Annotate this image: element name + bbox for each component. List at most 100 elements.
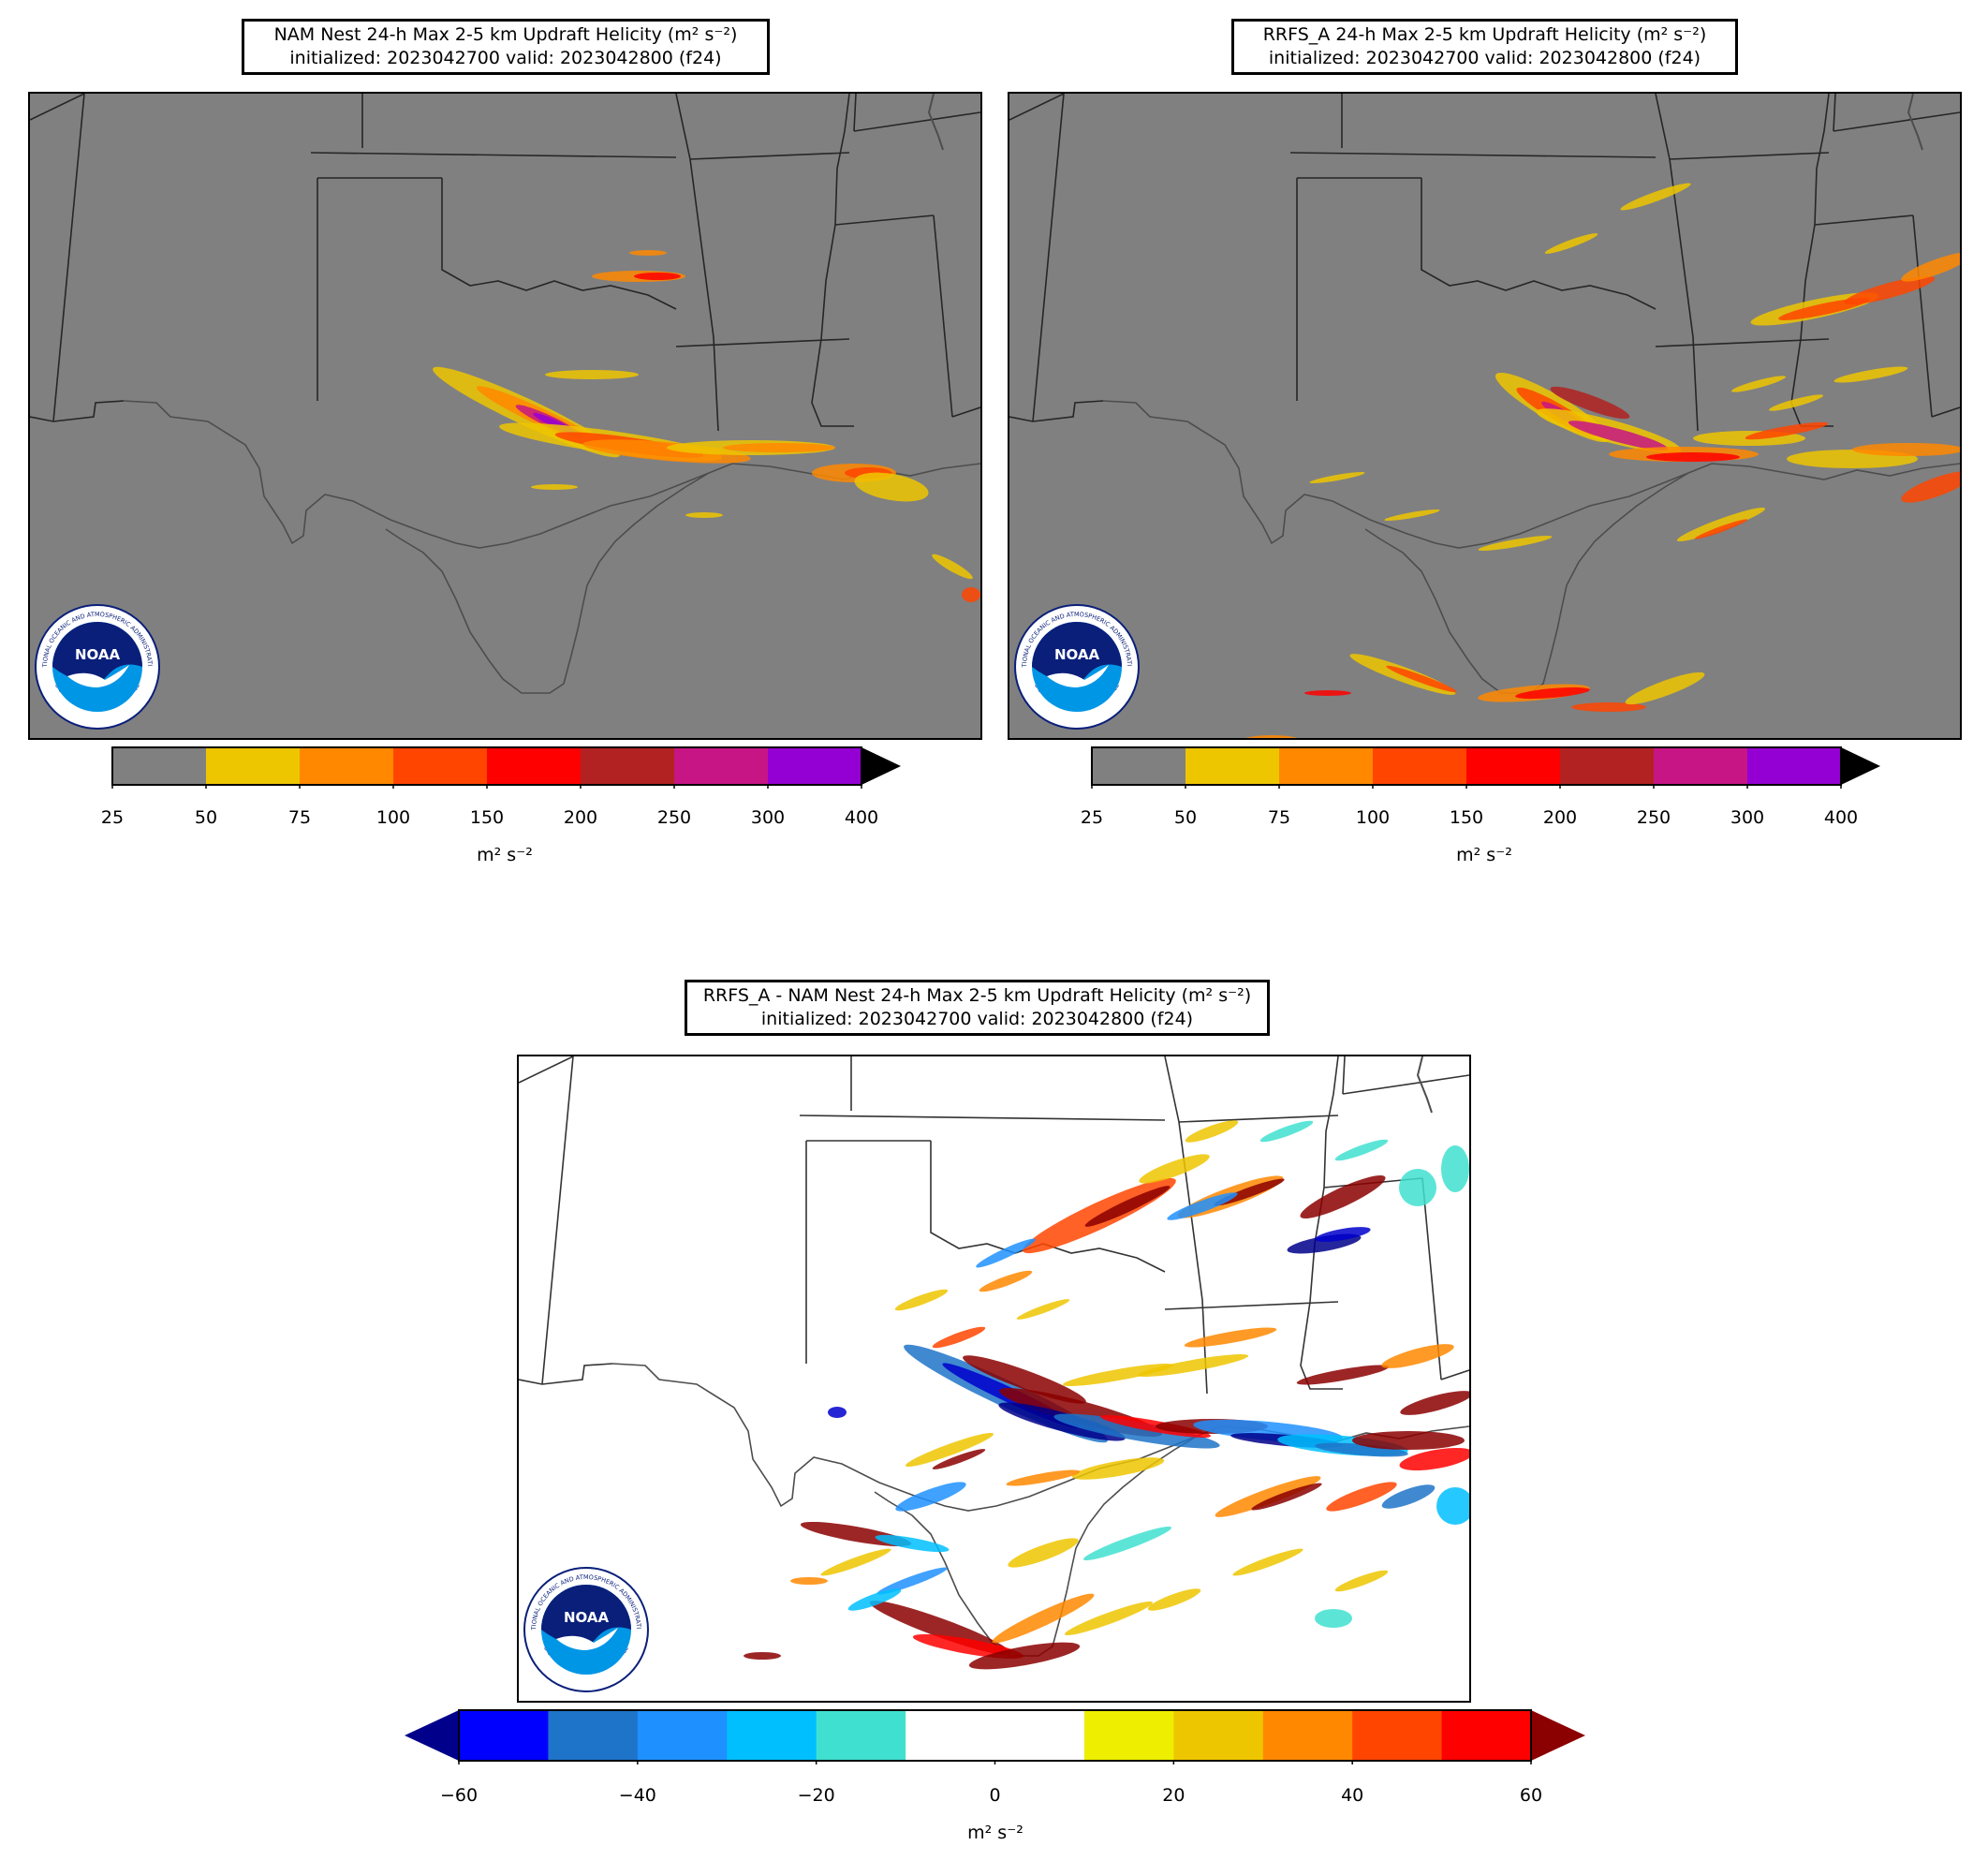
helicity-swath <box>1064 1601 1154 1636</box>
helicity-swath <box>800 1521 912 1547</box>
state-border <box>1931 406 1960 418</box>
noaa-logo: NATIONAL OCEANIC AND ATMOSPHERIC ADMINIS… <box>32 601 160 730</box>
colorbar-tick-label: 25 <box>1080 807 1104 828</box>
colorbar-tick-label: 50 <box>194 807 218 828</box>
helicity-swath <box>1304 690 1351 696</box>
helicity-swath <box>876 1567 948 1595</box>
helicity-swath <box>531 484 578 490</box>
colorbar-unit: m² s⁻² <box>967 1823 1023 1843</box>
title-line2: initialized: 2023042700 valid: 202304280… <box>1268 48 1701 68</box>
helicity-swath <box>1676 507 1766 542</box>
state-border <box>1833 94 1836 132</box>
helicity-swath <box>828 1407 847 1418</box>
title-line2: initialized: 2023042700 valid: 202304280… <box>760 1009 1194 1029</box>
helicity-swath <box>875 1534 950 1553</box>
colorbar-difference: −60 −40 −20 0 20 40 60 m² s⁻² <box>403 1708 1587 1858</box>
helicity-swath <box>1296 1365 1390 1385</box>
helicity-swath <box>1315 1227 1371 1242</box>
helicity-swath <box>1731 376 1786 392</box>
state-border <box>519 1363 613 1385</box>
coastline <box>1364 472 1689 694</box>
state-border <box>1032 94 1065 422</box>
helicity-swath <box>790 1577 828 1585</box>
lake-shore <box>1907 94 1923 151</box>
map-nam-nest[interactable]: NATIONAL OCEANIC AND ATMOSPHERIC ADMINIS… <box>28 92 982 740</box>
colorbar-swatch <box>637 1710 728 1761</box>
helicity-swath <box>1071 1457 1165 1480</box>
helicity-swath <box>1167 1192 1238 1220</box>
helicity-field <box>1245 183 1960 738</box>
state-border <box>1342 1074 1469 1095</box>
colorbar-tick-label: −40 <box>618 1785 656 1806</box>
map-rrfs-a[interactable]: NATIONAL OCEANIC AND ATMOSPHERIC ADMINIS… <box>1008 92 1962 740</box>
colorbar-tick-label: 400 <box>1823 807 1859 828</box>
lake-shore <box>927 94 944 151</box>
colorbar-tick-label: 75 <box>287 807 312 828</box>
map-difference[interactable]: NATIONAL OCEANIC AND ATMOSPHERIC ADMINIS… <box>517 1055 1471 1703</box>
colorbar-tick-label: 200 <box>563 807 598 828</box>
colorbar-extend-arrow <box>861 747 901 785</box>
title-line2: initialized: 2023042700 valid: 202304280… <box>289 48 722 68</box>
state-border <box>1790 94 1833 427</box>
colorbar-swatch <box>994 1710 1085 1761</box>
texas-border <box>1102 400 1689 549</box>
helicity-swath <box>1139 1154 1210 1184</box>
helicity-swath <box>1769 394 1823 411</box>
colorbar-swatch <box>548 1710 639 1761</box>
colorbar-tick-label: 200 <box>1542 807 1578 828</box>
colorbar-tick-label: 400 <box>844 807 879 828</box>
state-border <box>310 152 677 158</box>
helicity-swath <box>1008 1538 1079 1568</box>
helicity-swath <box>854 472 929 502</box>
colorbar-extend-arrow-high <box>1531 1710 1585 1761</box>
helicity-swath <box>1251 1483 1322 1511</box>
colorbar-tick-label: 250 <box>1636 807 1671 828</box>
colorbar-swatch <box>816 1710 906 1761</box>
state-border <box>1669 152 1830 160</box>
helicity-field <box>433 250 980 602</box>
colorbar-tick-label: 100 <box>1355 807 1391 828</box>
title-line1: NAM Nest 24-h Max 2-5 km Updraft Helicit… <box>273 24 738 45</box>
colorbar-extend-arrow <box>1841 747 1880 785</box>
state-border <box>1164 1056 1180 1123</box>
colorbar-swatches <box>111 746 901 789</box>
logo-text: NOAA <box>75 646 121 663</box>
helicity-swath <box>1515 687 1590 700</box>
helicity-swath <box>1620 183 1691 211</box>
state-border <box>951 406 980 418</box>
colorbar-swatch <box>1352 1710 1443 1761</box>
helicity-swath <box>847 1588 902 1611</box>
helicity-difference-field <box>744 1120 1469 1670</box>
colorbar-swatch <box>674 747 768 785</box>
helicity-swath <box>1006 1469 1081 1486</box>
colorbar-tick-label: 40 <box>1341 1785 1364 1806</box>
title-line1: RRFS_A 24-h Max 2-5 km Updraft Helicity … <box>1262 24 1707 45</box>
state-border <box>519 1056 574 1084</box>
state-border <box>1421 178 1657 310</box>
helicity-swath <box>629 250 667 256</box>
colorbar-swatch <box>727 1710 817 1761</box>
title-line1: RRFS_A - NAM Nest 24-h Max 2-5 km Updraf… <box>702 985 1252 1006</box>
helicity-swath <box>894 1289 949 1311</box>
colorbar-swatch <box>487 747 581 785</box>
colorbar-tick-label: 250 <box>656 807 692 828</box>
helicity-swath <box>1245 735 1298 738</box>
coastline <box>1687 463 1960 480</box>
helicity-swath <box>1441 1145 1469 1192</box>
helicity-swath <box>1852 443 1960 456</box>
helicity-swath <box>685 512 723 518</box>
colorbar-tick-label: 0 <box>989 1785 1001 1806</box>
noaa-logo: NATIONAL OCEANIC AND ATMOSPHERIC ADMINIS… <box>1011 601 1140 730</box>
colorbar-unit: m² s⁻² <box>1456 845 1512 865</box>
helicity-swath <box>1147 1588 1201 1611</box>
colorbar-swatch <box>1262 1710 1353 1761</box>
texas-border <box>611 1363 1199 1512</box>
helicity-swath <box>723 443 835 452</box>
colorbar-swatch <box>1083 1710 1174 1761</box>
helicity-swath <box>1084 1186 1171 1227</box>
colorbar-swatch <box>1654 747 1747 785</box>
helicity-swath <box>932 1449 986 1469</box>
state-border <box>1833 111 1960 132</box>
colorbar-tick-label: 150 <box>469 807 505 828</box>
state-borders <box>1009 94 1960 694</box>
